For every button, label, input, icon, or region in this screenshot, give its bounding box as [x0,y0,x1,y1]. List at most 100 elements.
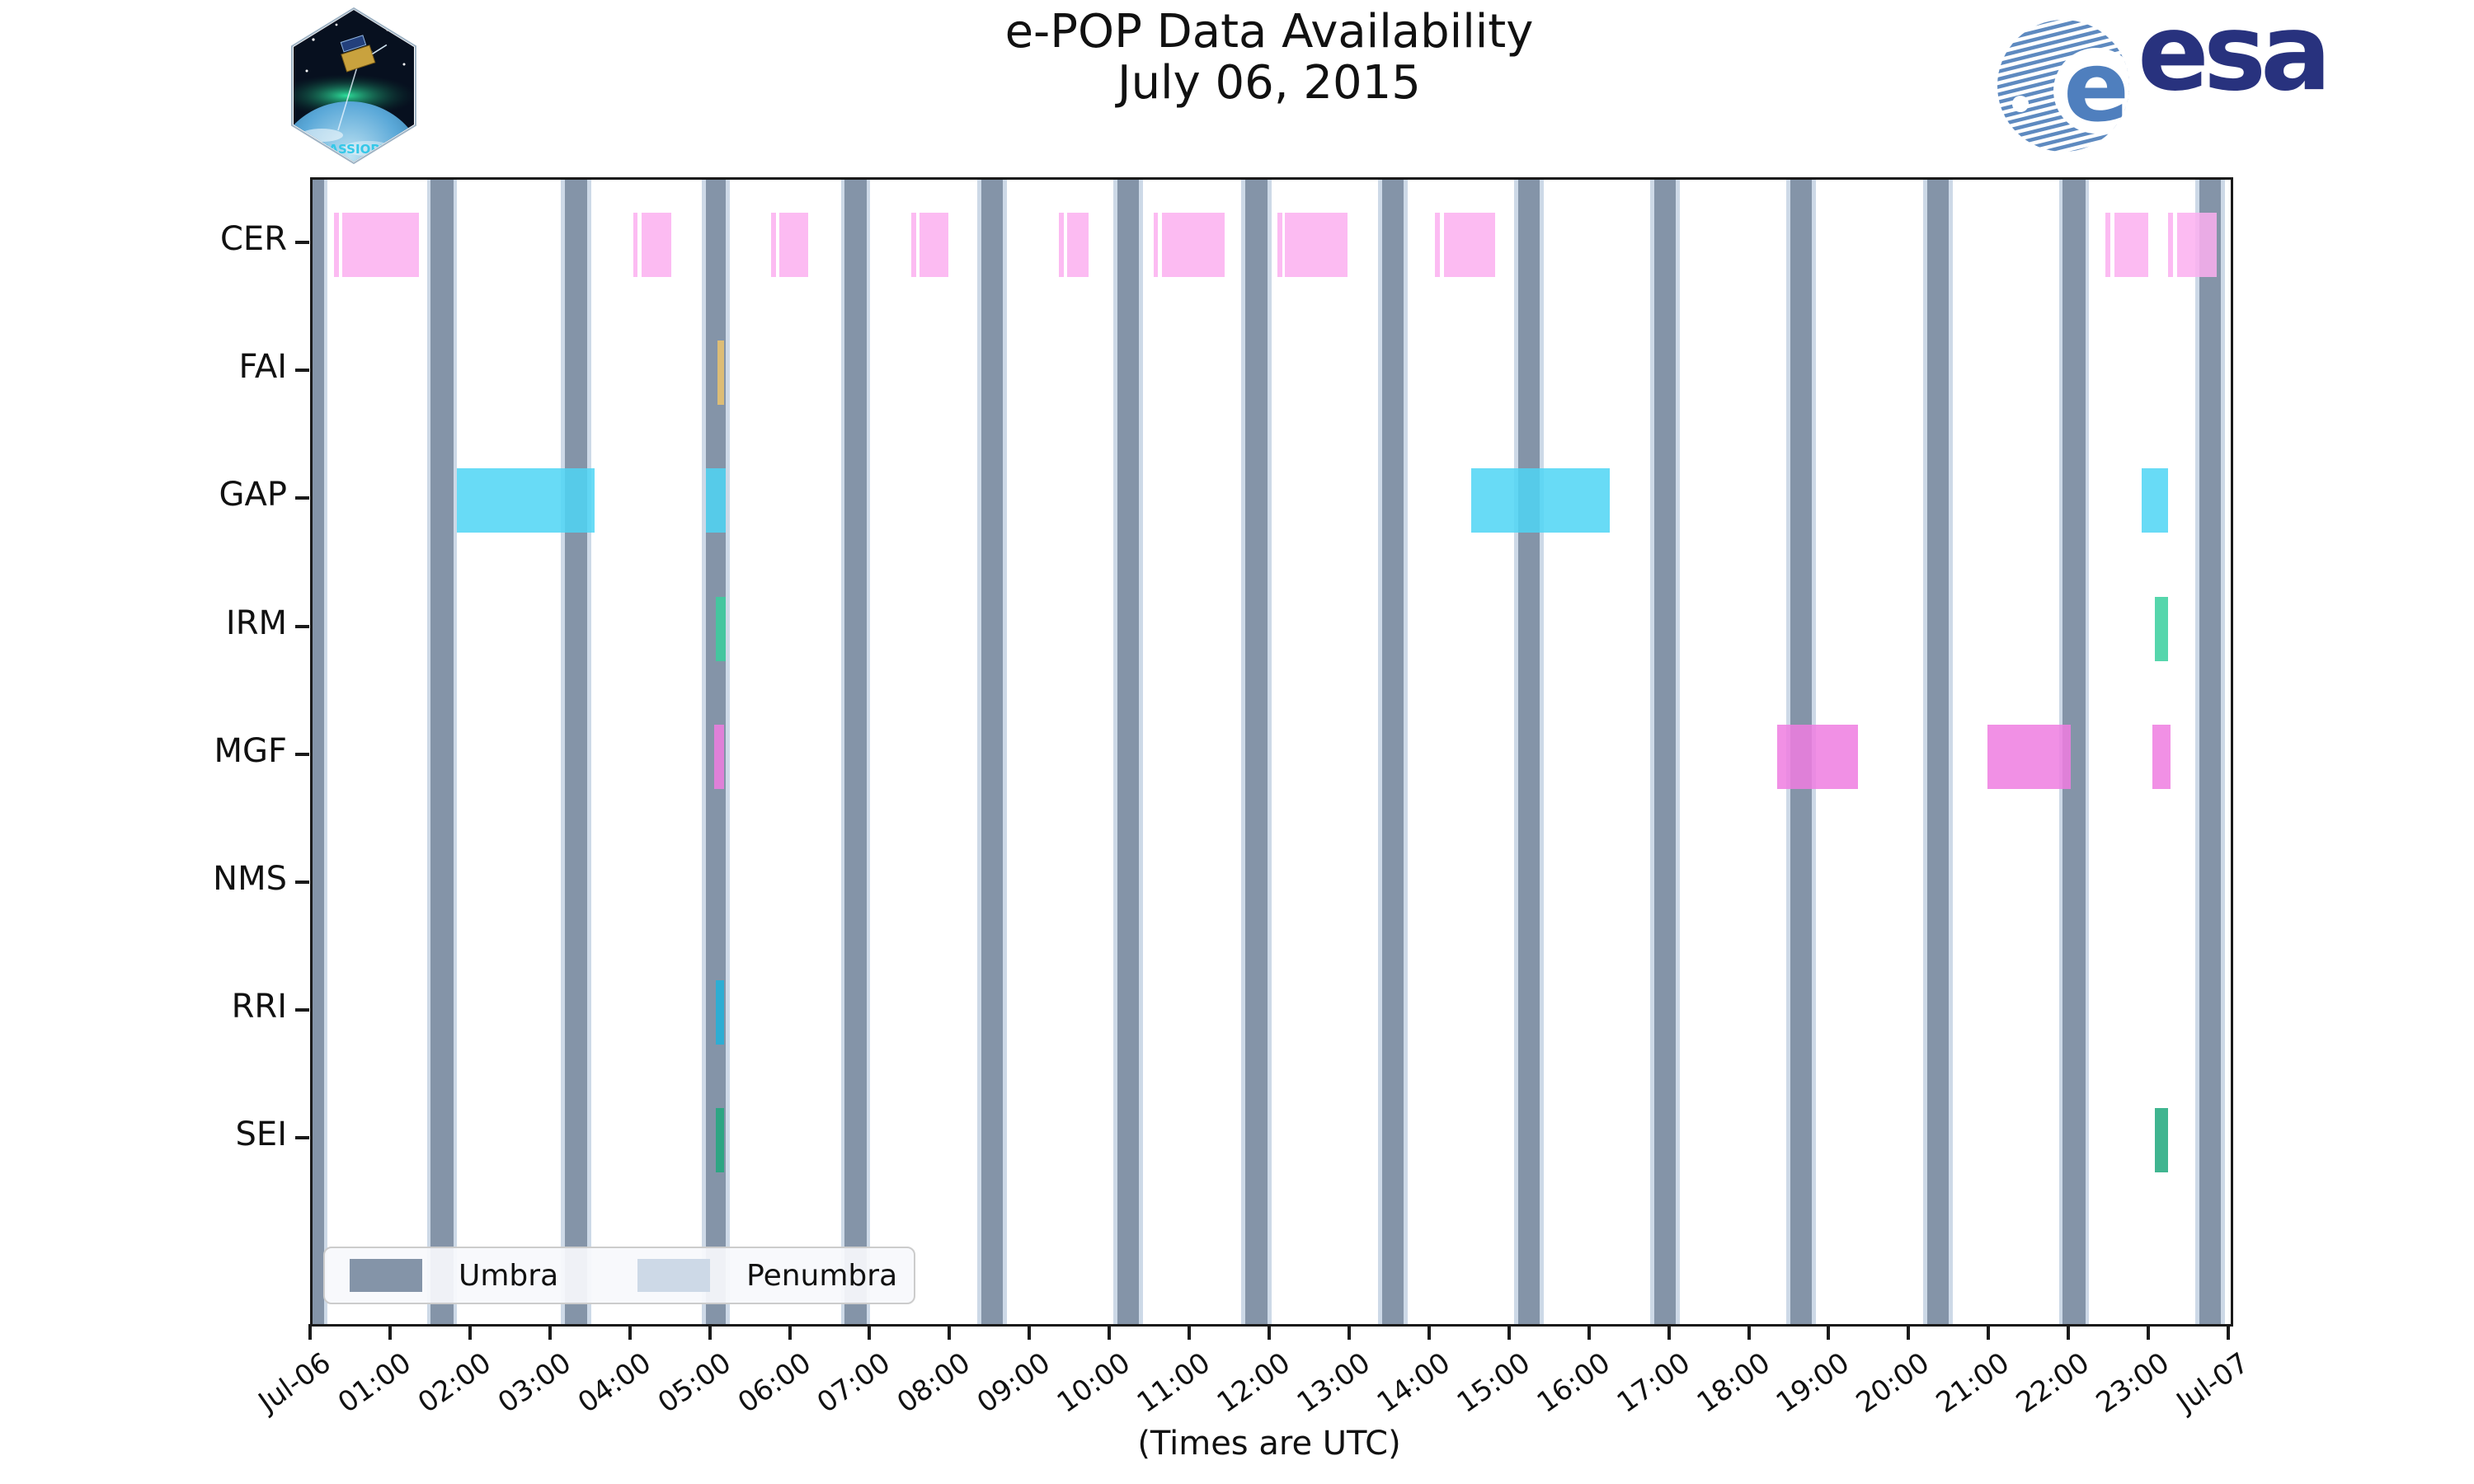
penumbra-band [1922,180,1927,1324]
x-axis-tick [788,1324,792,1340]
legend-item-umbra: Umbra [350,1259,558,1293]
x-axis-tick [708,1324,712,1340]
bar-gap [705,468,727,533]
y-axis-tick [295,752,309,756]
x-axis-tick [548,1324,552,1340]
bar-cer [1434,213,1440,277]
x-axis-tick [868,1324,872,1340]
x-axis-tick [1747,1324,1751,1340]
penumbra-band [587,180,592,1324]
x-axis-tick [308,1324,312,1340]
svg-text:e: e [2063,30,2129,143]
bar-mgf [2152,724,2171,789]
legend-item-penumbra: Penumbra [637,1259,897,1293]
umbra-band [430,180,454,1324]
penumbra-band [866,180,871,1324]
umbra-band [1245,180,1268,1324]
umbra-band [2199,180,2222,1324]
penumbra-band [1676,180,1681,1324]
umbra-band [1381,180,1404,1324]
bar-cer [334,213,339,277]
bar-mgf [1777,724,1859,789]
x-axis-tick-label-text: 17:00 [1611,1346,1696,1420]
bar-irm [716,596,727,661]
penumbra-band [561,180,566,1324]
penumbra-band [840,180,845,1324]
x-axis-tick [1587,1324,1591,1340]
penumbra-band [2195,180,2200,1324]
y-axis-label-rri: RRI [231,988,287,1026]
bar-cer [2168,213,2174,277]
bar-cer [633,213,638,277]
penumbra-band [2221,180,2226,1324]
x-axis-tick-label-text: 10:00 [1051,1346,1137,1420]
x-axis-tick [2067,1324,2071,1340]
penumbra-band [426,180,431,1324]
y-axis-tick [295,241,309,244]
x-axis-tick-label-text: 05:00 [651,1346,737,1420]
penumbra-band [1539,180,1544,1324]
bar-cer [1444,213,1496,277]
bar-gap [1471,468,1610,533]
legend-label: Umbra [459,1258,559,1293]
cassiope-patch-graphic: CASSIOPE [291,7,416,165]
x-axis-tick-label-text: 13:00 [1291,1346,1376,1420]
x-axis-tick-label-text: 09:00 [971,1346,1057,1420]
legend-swatch-penumbra [637,1259,711,1292]
penumbra-band [1377,180,1382,1324]
umbra-band [313,180,324,1324]
bar-cer [1162,213,1225,277]
y-axis-tick [295,496,309,500]
y-axis-label-sei: SEI [235,1115,287,1154]
bar-cer [1059,213,1064,277]
x-axis-tick-label-text: 02:00 [412,1346,497,1420]
umbra-band [565,180,588,1324]
bar-cer [2114,213,2149,277]
y-axis-label-mgf: MGF [214,731,287,770]
x-axis-tick [388,1324,392,1340]
x-axis-tick-label-text: Jul-07 [2171,1346,2255,1420]
x-axis-tick [1907,1324,1911,1340]
cassiope-mission-logo: CASSIOPE [289,7,419,165]
penumbra-band [701,180,706,1324]
x-axis-tick [1188,1324,1192,1340]
bar-cer [1277,213,1282,277]
legend-label: Penumbra [746,1258,898,1293]
bar-cer [1153,213,1159,277]
x-axis-label: (Times are UTC) [1137,1425,1401,1463]
x-axis-tick [948,1324,952,1340]
bar-cer [642,213,672,277]
x-axis-tick [628,1324,632,1340]
x-axis-tick-label-text: 04:00 [571,1346,657,1420]
esa-globe-icon: e [1997,20,2129,152]
x-axis-tick-label-text: 15:00 [1451,1346,1536,1420]
bar-mgf [1987,724,2072,789]
y-axis-label-fai: FAI [238,348,288,387]
bar-cer [910,213,916,277]
y-axis-tick [295,1136,309,1140]
x-axis-tick [1427,1324,1431,1340]
x-axis-tick [1347,1324,1351,1340]
y-axis-tick [295,369,309,373]
y-axis-label-gap: GAP [219,476,287,514]
esa-logo: e esa [1996,0,2331,159]
bar-cer [919,213,949,277]
x-axis-tick [2227,1324,2230,1340]
x-axis-tick-label-text: 22:00 [2010,1346,2096,1420]
umbra-band [1654,180,1677,1324]
penumbra-band [1403,180,1408,1324]
bar-cer [771,213,777,277]
bar-cer [2105,213,2110,277]
x-axis-tick-label-text: 06:00 [731,1346,817,1420]
penumbra-band [1268,180,1272,1324]
penumbra-band [1513,180,1518,1324]
penumbra-band [2085,180,2090,1324]
bar-sei [716,1108,725,1173]
bar-gap [2142,468,2169,533]
x-axis-tick [1268,1324,1271,1340]
x-axis-tick-label-text: 03:00 [492,1346,577,1420]
plot-area [310,177,2233,1327]
x-axis-tick [1507,1324,1511,1340]
y-axis-tick [295,880,309,884]
